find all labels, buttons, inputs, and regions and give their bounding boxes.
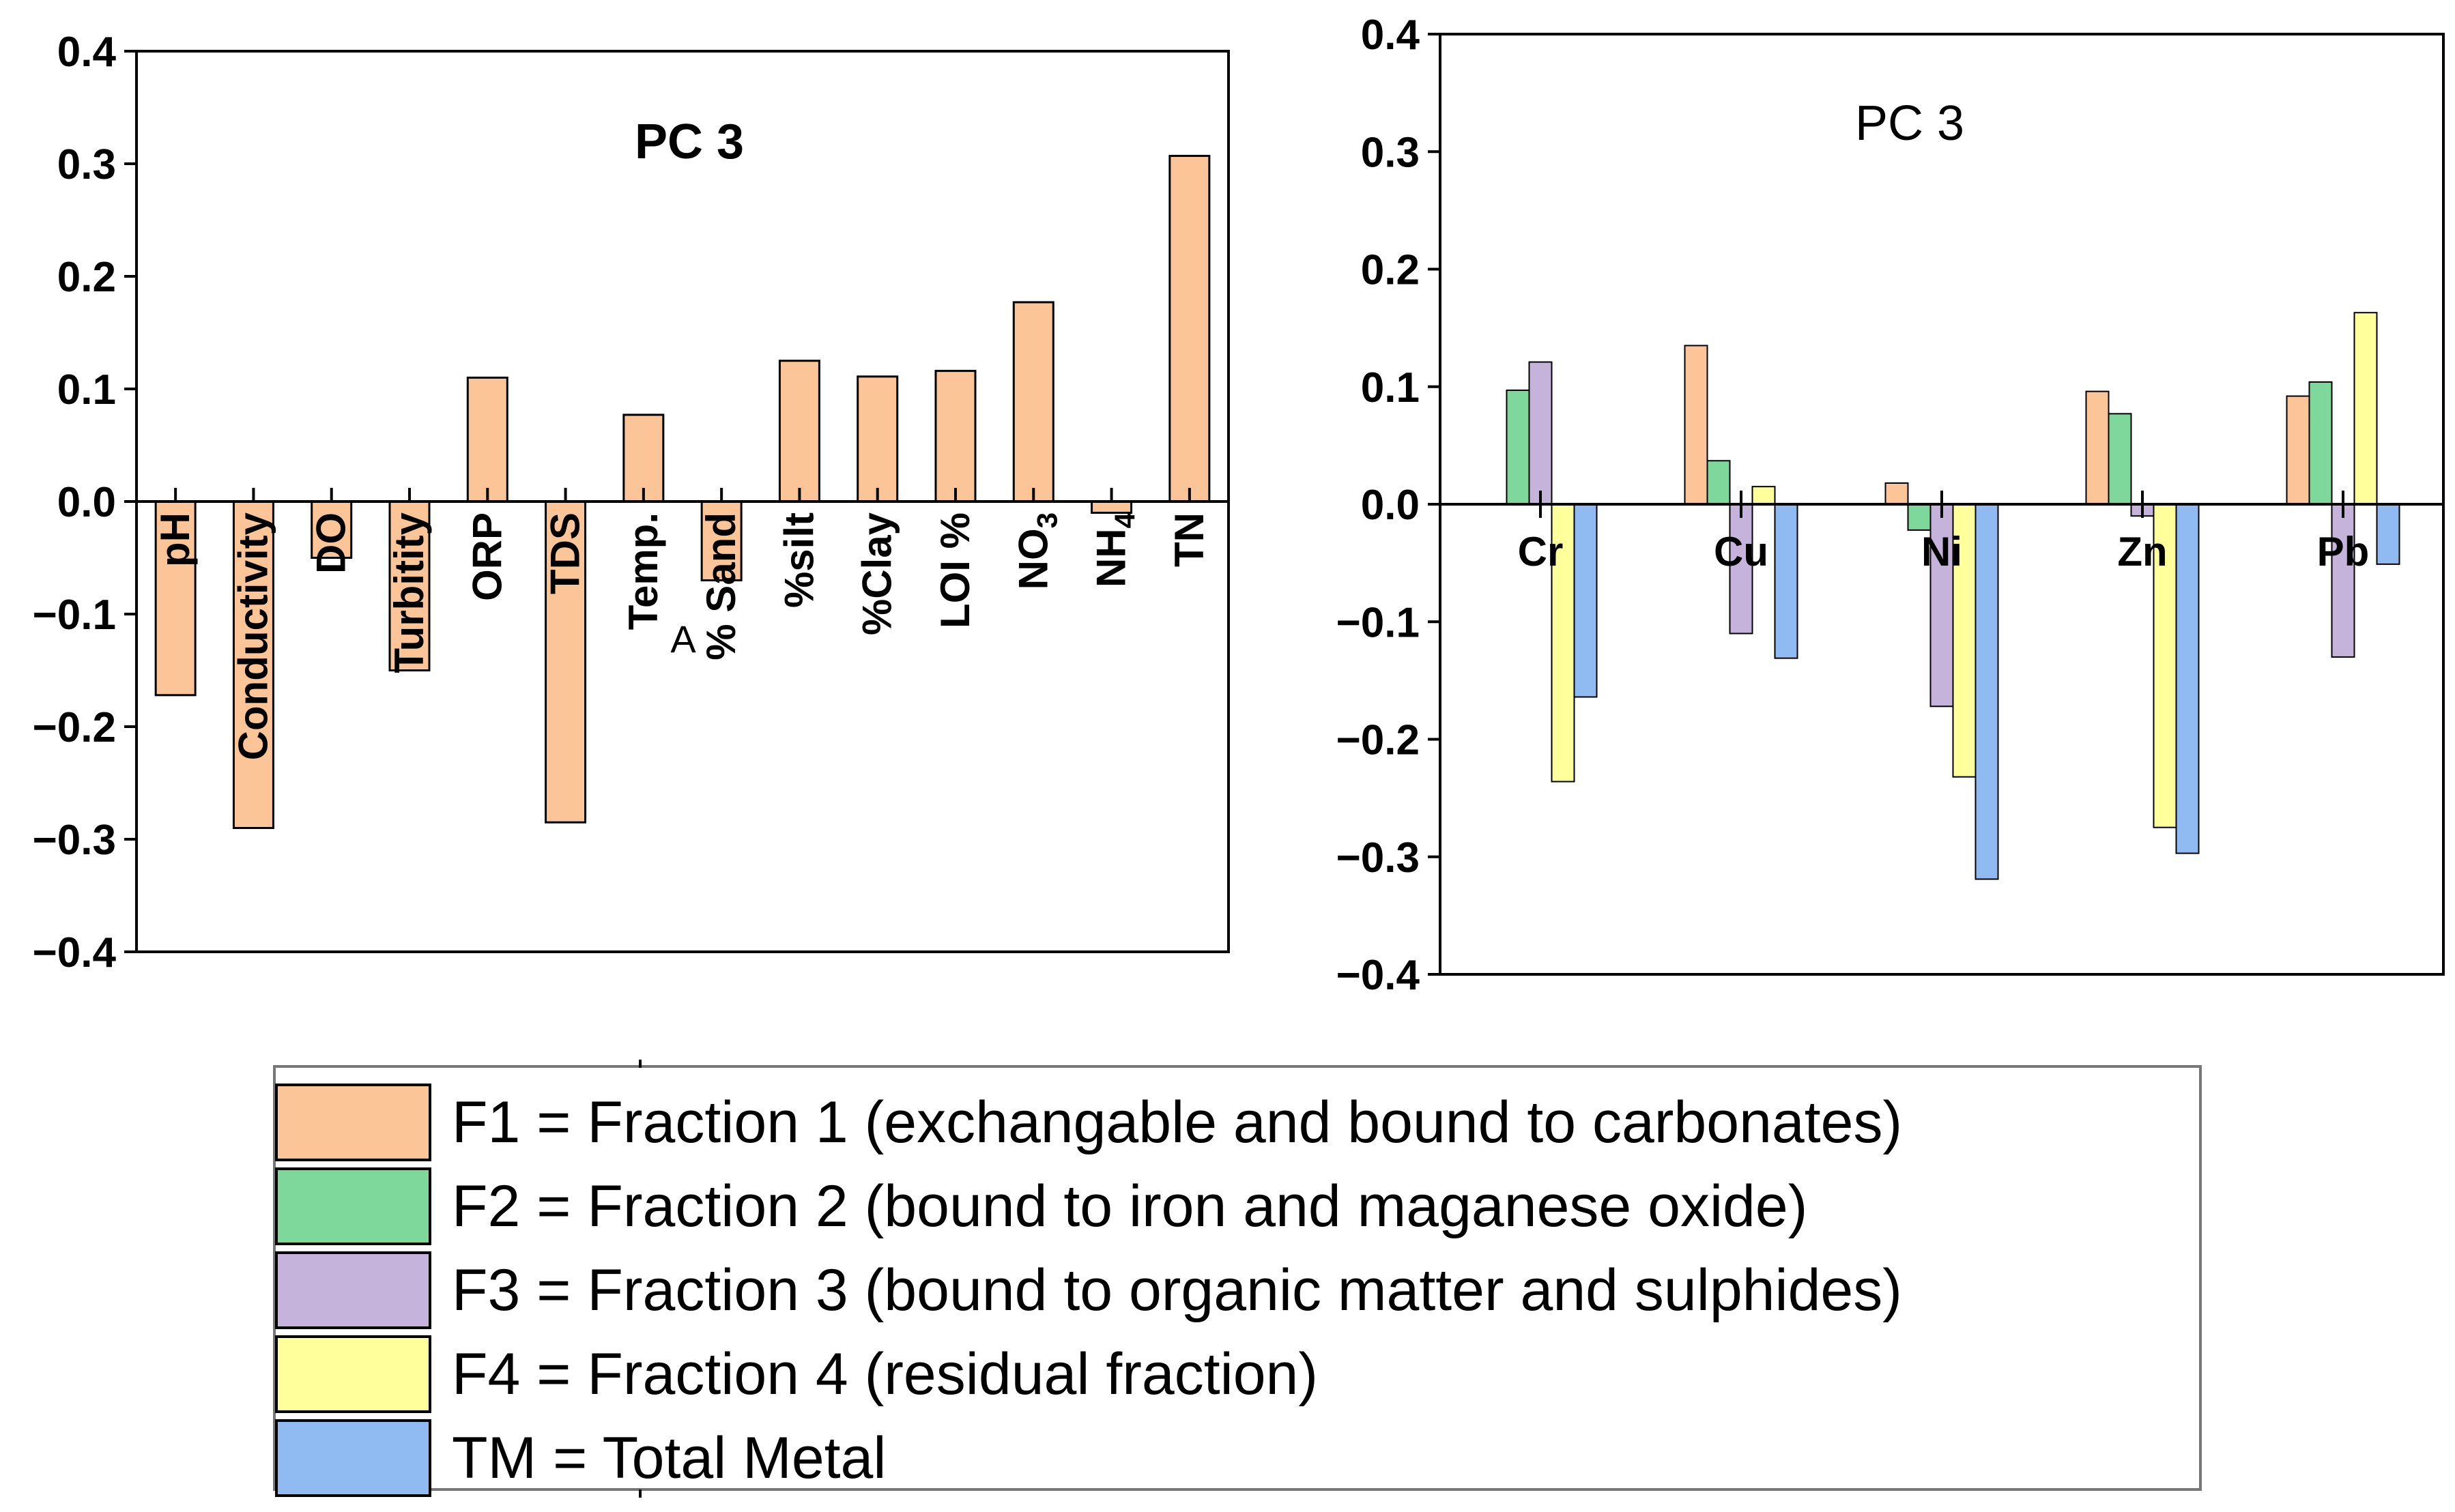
category-label: Cu (1714, 529, 1768, 575)
legend-label: F2 = Fraction 2 (bound to iron and magan… (452, 1174, 1807, 1239)
bar-ni-f3 (1929, 504, 1954, 708)
legend-swatch (275, 1419, 431, 1497)
y-tick-label: 0.1 (1361, 364, 1420, 411)
y-tick-label: −0.1 (1336, 599, 1420, 646)
chart-right-bars (1506, 312, 2400, 880)
chart-right-title: PC 3 (1855, 96, 1964, 151)
legend: F1 = Fraction 1 (exchangable and bound t… (273, 1060, 2202, 1498)
bar-zn-f2 (2108, 413, 2132, 505)
category-label: NH4 (1089, 512, 1141, 587)
bar-tds (545, 500, 587, 824)
bar-cu-f1 (1684, 345, 1708, 505)
y-tick-label: 0.3 (1361, 129, 1420, 176)
category-label: TN (1166, 512, 1212, 567)
legend-label: F3 = Fraction 3 (bound to organic matter… (452, 1257, 1902, 1323)
y-tick-label: −0.2 (33, 704, 116, 751)
y-tick-label: 0.0 (57, 479, 116, 526)
chart-right-x-axis (1440, 491, 2443, 518)
bar-cr-tm (1573, 504, 1598, 698)
legend-label: TM = Total Metal (452, 1425, 886, 1491)
chart-left-x-axis (137, 488, 1229, 503)
category-label: DO (308, 512, 354, 574)
bar-pb-f3 (2331, 504, 2355, 658)
bar-no3 (1012, 301, 1054, 503)
y-tick-label: 0.2 (1361, 247, 1420, 294)
chart-right-category-labels: Cr Cu Ni Zn Pb (1518, 529, 2370, 575)
bar-tn (1168, 154, 1211, 503)
chart-left-y-axis: 0.4 0.3 0.2 0.1 0.0 −0.1 −0.2 −0.3 −0.4 (33, 29, 137, 976)
legend-frame (273, 1065, 2202, 1491)
category-label: NO3 (1010, 512, 1063, 590)
bar-cu-f4 (1751, 486, 1776, 505)
y-tick-label: 0.3 (57, 141, 116, 188)
chart-left-title: PC 3 (635, 115, 744, 169)
bar-orp (466, 377, 508, 503)
y-tick-label: −0.2 (1336, 717, 1420, 764)
y-tick-label: 0.2 (57, 254, 116, 301)
bar--clay (857, 375, 899, 503)
category-label: Conductivity (230, 512, 276, 760)
legend-swatch (275, 1251, 431, 1329)
bar-loi- (934, 370, 977, 503)
y-tick-label: −0.4 (1336, 952, 1420, 999)
bar-cr-f3 (1528, 361, 1553, 506)
category-label: pH (152, 512, 198, 567)
bar-zn-tm (2175, 504, 2200, 854)
y-tick-label: 0.1 (57, 366, 116, 413)
bar-cr-f2 (1506, 389, 1530, 505)
category-label: LOI % (932, 512, 978, 628)
legend-label: F1 = Fraction 1 (exchangable and bound t… (452, 1090, 1902, 1155)
y-tick-label: −0.3 (1336, 834, 1420, 882)
y-tick-label: 0.4 (57, 29, 117, 76)
legend-items: F1 = Fraction 1 (exchangable and bound t… (275, 1084, 1902, 1497)
category-label: Zn (2117, 529, 2167, 575)
category-label: Turbitity (386, 512, 432, 673)
bar-ni-f1 (1884, 482, 1909, 505)
y-tick-label: 0.0 (1361, 482, 1420, 529)
bar-ni-f2 (1907, 504, 1932, 531)
bar-temp- (622, 413, 665, 503)
bar-pb-f2 (2308, 381, 2333, 505)
y-tick-label: −0.4 (33, 929, 117, 976)
category-label: Ni (1921, 529, 1962, 575)
bar-cu-tm (1774, 504, 1798, 659)
chart-right: PC 3 0.40.30.20.10.0−0.1−0.2−0.3−0.4 Cr C… (1336, 12, 2445, 999)
bar-pb-f1 (2286, 395, 2310, 506)
y-tick-label: −0.3 (33, 817, 116, 864)
bar-cr-f4 (1551, 504, 1575, 783)
category-label: Cr (1518, 529, 1564, 575)
category-label: Temp. (620, 512, 666, 630)
category-label: %silt (776, 512, 822, 608)
chart-right-y-axis: 0.4 0.3 0.2 0.1 0.0 −0.1 −0.2 −0.3 −0.4 (1336, 12, 1440, 999)
chart-left: PC 3 A 0.4 0.3 0.2 0.1 0.0 −0.1 −0.2 −0.3 −0.4 p… (33, 29, 1230, 976)
legend-swatch (275, 1167, 431, 1245)
bar--silt (778, 360, 820, 503)
y-tick-label: −0.1 (33, 592, 116, 639)
bar-zn-f1 (2085, 390, 2110, 506)
bar-ni-tm (1975, 504, 1999, 880)
category-label: Pb (2317, 529, 2370, 575)
category-label: %Clay (855, 512, 900, 635)
chart-left-annotation: A (670, 617, 696, 660)
chart-left-bars (154, 154, 1211, 829)
category-label: TDS (543, 512, 588, 594)
category-label: % Sand (698, 512, 744, 660)
bar-zn-f4 (2153, 504, 2177, 828)
legend-label: F4 = Fraction 4 (residual fraction) (452, 1341, 1318, 1407)
bar-turbitity (388, 500, 431, 671)
chart-left-category-labels: pH Conductivity DO Turbitity ORP TDS Temp. % Sa… (152, 512, 1212, 760)
category-label: ORP (464, 512, 510, 601)
bar-cu-f3 (1729, 504, 1753, 635)
bar-pb-tm (2376, 504, 2400, 565)
legend-swatch (275, 1084, 431, 1161)
bar-nh4 (1091, 500, 1133, 514)
bar-conductivity (232, 500, 274, 829)
y-tick-label: 0.4 (1361, 12, 1420, 59)
legend-swatch (275, 1335, 431, 1413)
bar-cu-f2 (1706, 460, 1731, 506)
bar-pb-f4 (2353, 312, 2378, 505)
bar--sand (700, 500, 743, 581)
bar-ph (154, 500, 197, 697)
